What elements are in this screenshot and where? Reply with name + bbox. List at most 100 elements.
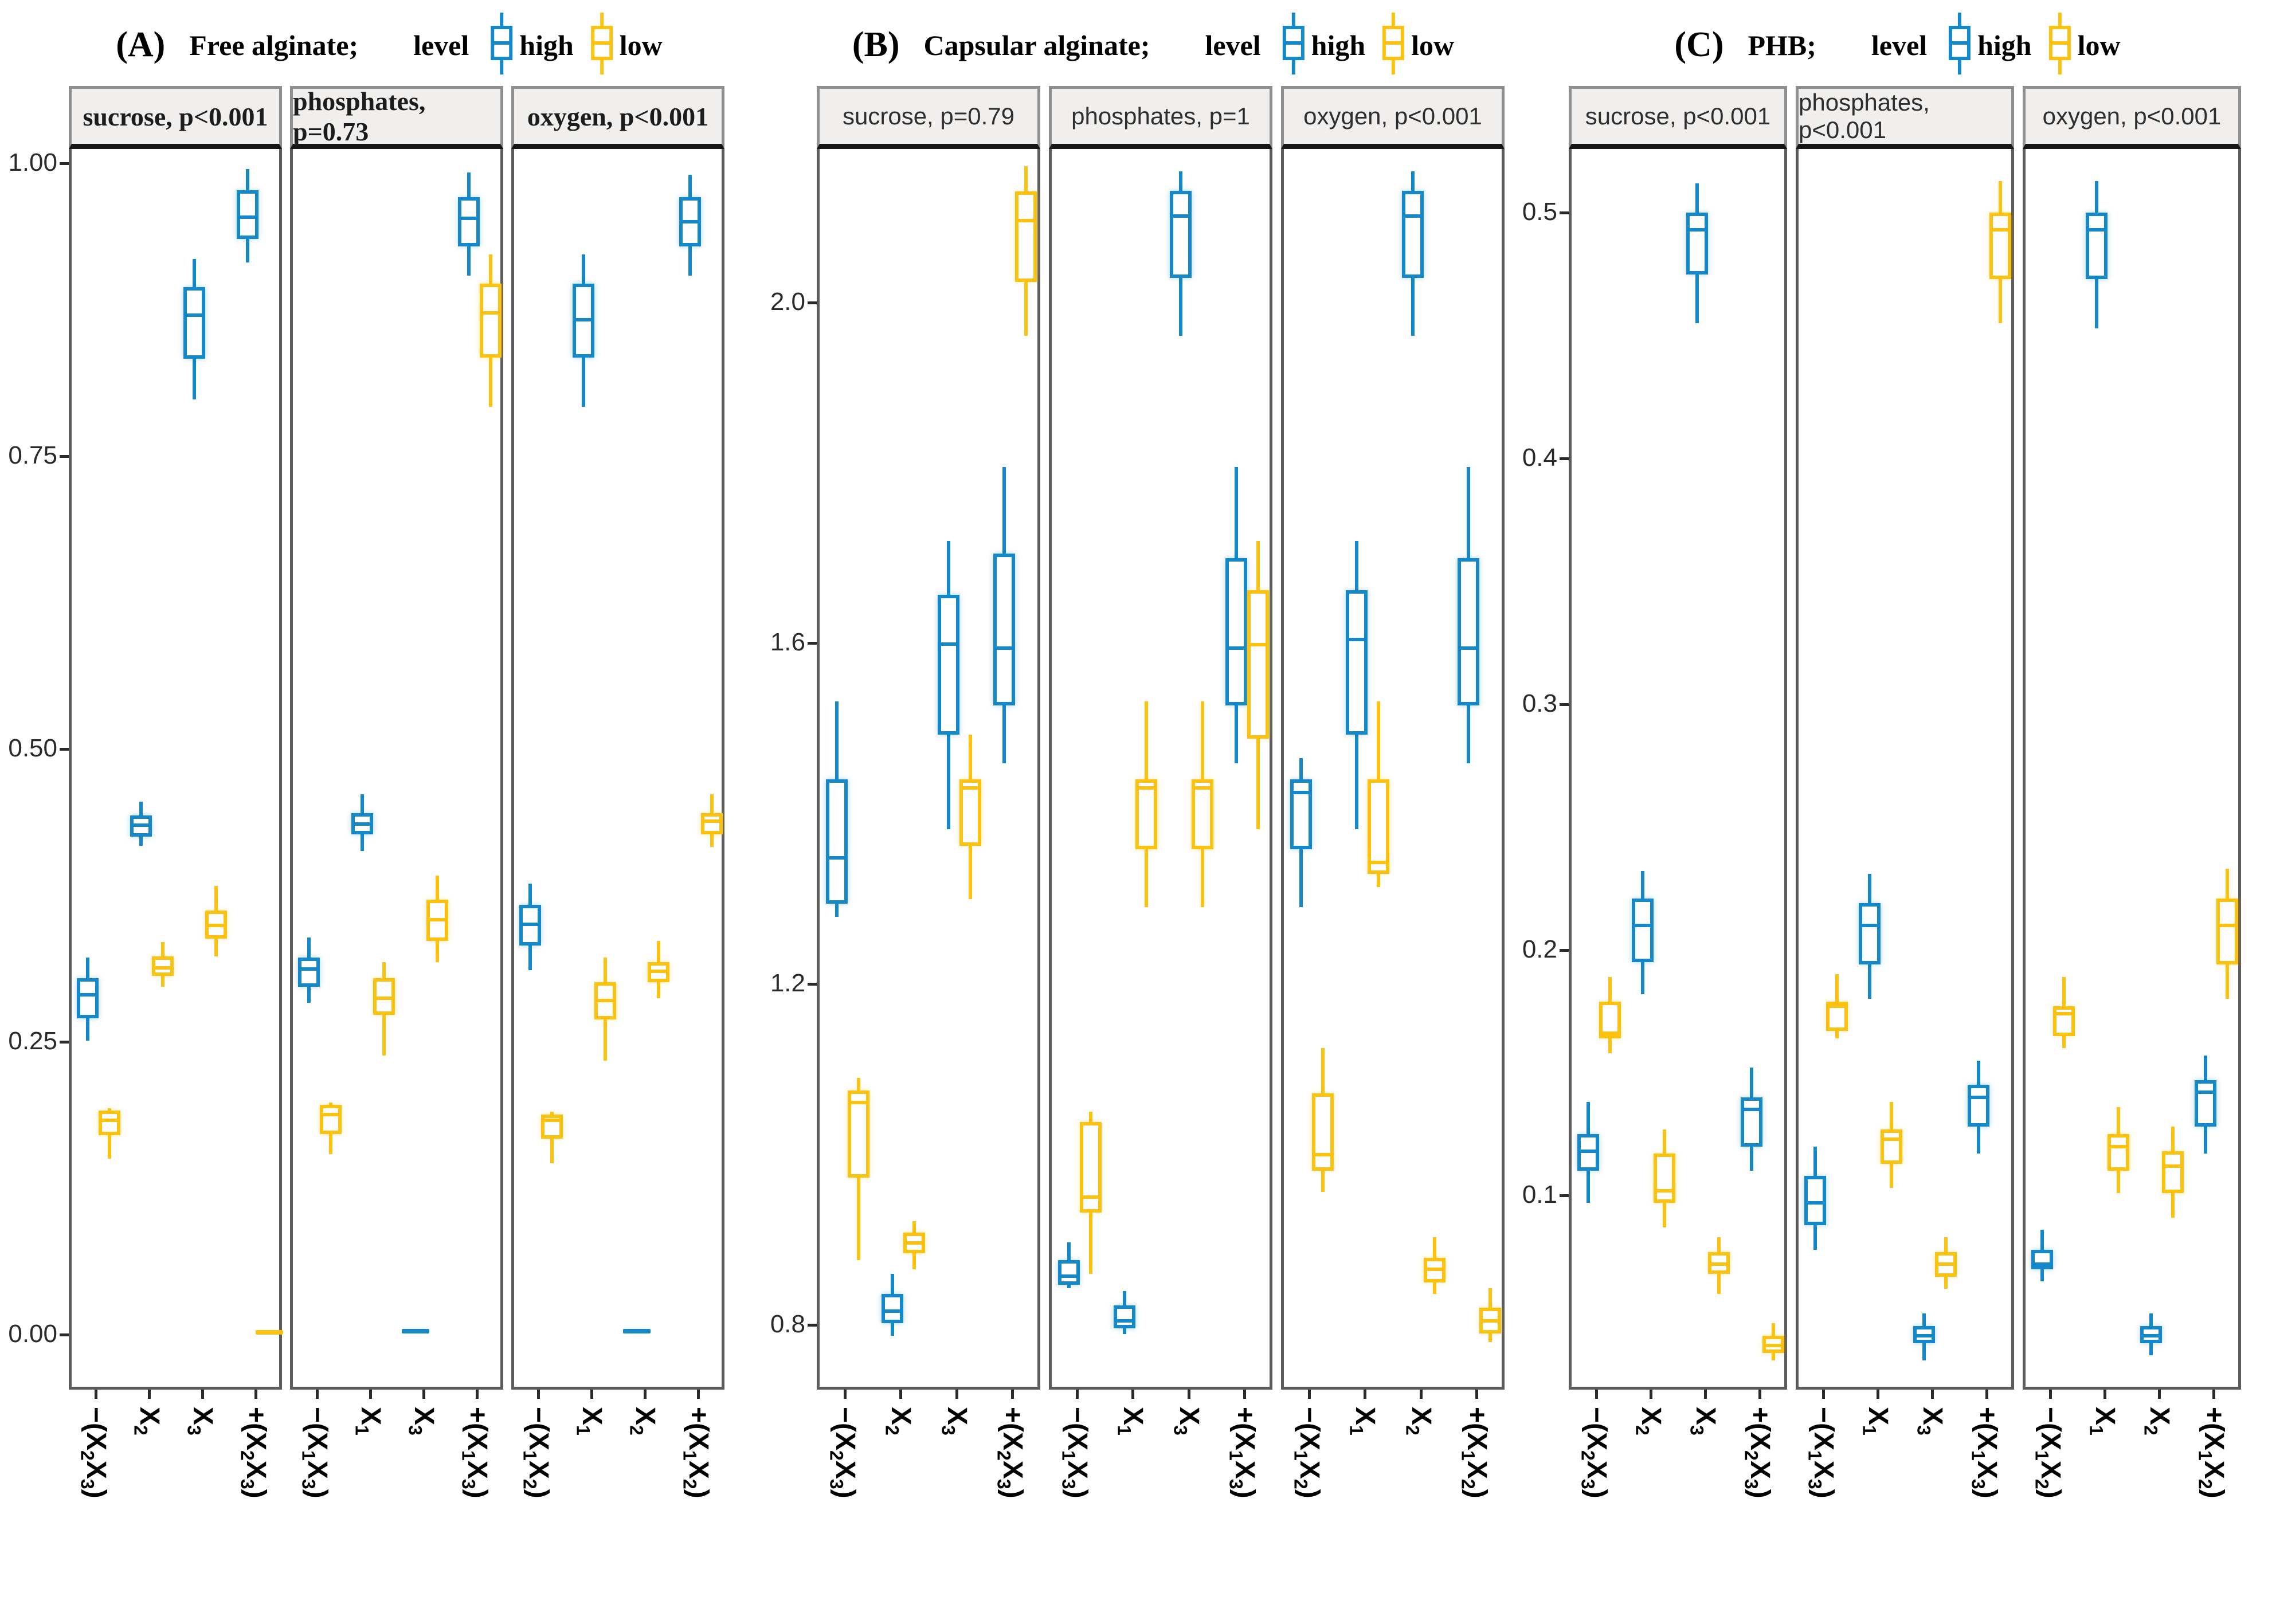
facet-plot — [1281, 149, 1505, 1390]
boxplot-low-median — [1425, 1268, 1443, 1272]
boxplot-high-median — [1689, 228, 1706, 232]
legend-item-high: high — [488, 10, 574, 80]
y-tick-label: 0.5 — [1522, 198, 1557, 226]
panel-name: PHB; — [1748, 29, 1816, 61]
x-tick-label-text: −(X1X2) — [519, 1407, 554, 1499]
y-tick-mark — [1560, 703, 1569, 706]
facet-plot — [2023, 149, 2241, 1390]
x-tick-label-text: −(X1X3) — [1058, 1407, 1092, 1499]
x-tick-mark — [2158, 1390, 2161, 1399]
boxplot-high-median — [1634, 923, 1651, 927]
boxplot-low-median — [481, 311, 499, 315]
x-tick-label-text: +(X2X3) — [993, 1407, 1028, 1499]
x-tick-mark — [94, 1390, 97, 1399]
facet-header: sucrose, p=0.79 — [817, 86, 1040, 149]
x-tick-label: +(X1X2) — [2195, 1407, 2272, 1499]
x-tick-mark — [1364, 1390, 1367, 1399]
x-tick-mark — [536, 1390, 540, 1399]
x-tick-label-text: +(X1X3) — [1968, 1407, 2003, 1499]
y-tick-label: 0.75 — [8, 441, 57, 469]
x-tick-label-text: X3 — [404, 1407, 439, 1435]
x-tick-mark — [475, 1390, 479, 1399]
boxplot-low-box — [1368, 779, 1390, 874]
boxplot-high-box — [937, 594, 959, 735]
legend-item-low: low — [2047, 10, 2121, 80]
boxplot-high-median — [1806, 1201, 1824, 1205]
y-tick-mark — [808, 642, 817, 645]
boxplot-high-median — [939, 642, 957, 646]
facet-header: oxygen, p<0.001 — [511, 86, 724, 149]
boxplot-high-box — [76, 978, 99, 1018]
boxplot-high-median — [353, 822, 371, 826]
boxplot-high-box — [1346, 590, 1368, 735]
x-tick-label-text: +(X2X3) — [236, 1407, 271, 1499]
boxplot-low-median — [1193, 786, 1211, 790]
y-tick-mark — [808, 301, 817, 304]
panel-name: Capsular alginate; — [923, 29, 1150, 61]
boxplot-high-median — [1460, 646, 1478, 650]
legend-item-high: high — [1946, 10, 2032, 80]
x-tick-mark — [254, 1390, 257, 1399]
boxplot-high-box — [825, 779, 848, 904]
boxplot-high-box — [1114, 1305, 1136, 1328]
x-tick-mark — [2048, 1390, 2052, 1399]
y-tick-label: 2.0 — [770, 287, 805, 316]
panel-tag: (A) — [116, 25, 166, 64]
panel-tag: (C) — [1674, 25, 1724, 64]
boxplot-low-box — [540, 1114, 563, 1139]
boxplot-high-box — [2085, 213, 2108, 280]
y-tick-mark — [60, 747, 69, 751]
boxplot-high-median — [1292, 790, 1310, 794]
boxplot-low-median — [1765, 1343, 1783, 1347]
boxplot-low-box — [2107, 1134, 2129, 1171]
boxplot-low-median — [1601, 1031, 1619, 1035]
x-tick-mark — [1595, 1390, 1598, 1399]
legend-title: level — [1205, 29, 1261, 61]
boxplot-high-box — [1169, 190, 1192, 278]
panel-tag: (B) — [852, 25, 900, 64]
x-tick-mark — [643, 1390, 647, 1399]
x-tick-mark — [201, 1390, 204, 1399]
x-tick-label-text: X2 — [130, 1407, 164, 1435]
x-tick-label-text: −(X2X3) — [1577, 1407, 1612, 1499]
legend-high-boxplot-icon — [1280, 10, 1307, 80]
x-tick-label-text: X1 — [351, 1407, 386, 1435]
boxplot-low-box — [1135, 779, 1158, 850]
panel-title: (C) PHB; level high low — [1674, 10, 2135, 80]
x-tick-label-text: −(X1X2) — [1290, 1407, 1325, 1499]
boxplot-low-median — [849, 1100, 867, 1104]
x-tick-mark — [899, 1390, 903, 1399]
x-tick-mark — [1821, 1390, 1825, 1399]
boxplot-high-box — [1686, 213, 1709, 274]
boxplot-high-box — [457, 197, 480, 246]
x-tick-label-text: X3 — [1686, 1407, 1721, 1435]
legend-label: low — [2077, 29, 2121, 61]
y-tick-mark — [1560, 948, 1569, 952]
x-tick-label-text: −(X1X2) — [2031, 1407, 2066, 1499]
boxplot-low-median — [375, 997, 393, 1001]
x-tick-mark — [696, 1390, 700, 1399]
boxplot-high-box — [1741, 1097, 1763, 1147]
x-tick-label-text: X2 — [2140, 1407, 2175, 1435]
x-tick-mark — [1307, 1390, 1311, 1399]
x-tick-label-text: +(X2X3) — [1741, 1407, 1776, 1499]
legend-low-boxplot-icon — [1380, 10, 1407, 80]
x-tick-label-text: X3 — [1913, 1407, 1948, 1435]
boxplot-high-median — [1348, 638, 1366, 642]
boxplot-high-median — [1228, 646, 1245, 650]
x-tick-mark — [1704, 1390, 1707, 1399]
boxplot-low-median — [1828, 1005, 1846, 1009]
x-tick-mark — [1011, 1390, 1014, 1399]
y-tick-label: 1.00 — [8, 148, 57, 176]
facet-plot — [290, 149, 503, 1390]
x-tick-label-text: X3 — [938, 1407, 972, 1435]
boxplot-high-box — [1858, 903, 1881, 965]
boxplot-high-box — [297, 957, 320, 987]
x-tick-label-text: −(X1X3) — [1804, 1407, 1839, 1499]
facet-plot — [1049, 149, 1272, 1390]
facet-plot — [69, 149, 283, 1390]
boxplot-high-box — [1458, 558, 1480, 705]
boxplot-high-median — [884, 1309, 902, 1313]
y-tick-label: 0.8 — [770, 1309, 805, 1338]
